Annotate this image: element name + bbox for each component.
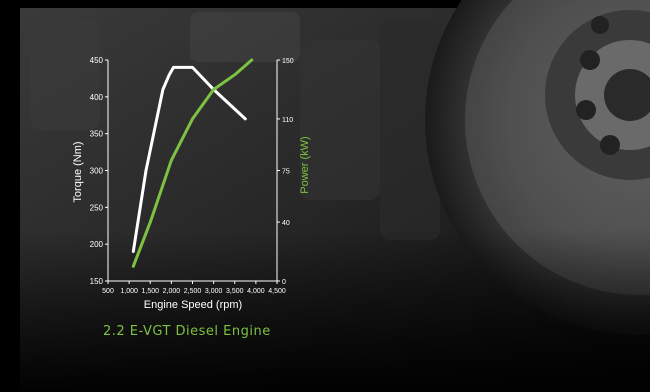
y2-axis-label: Power (kW) [299, 136, 311, 193]
torque-series-line [131, 65, 247, 253]
y2-tick-label: 40 [282, 220, 290, 227]
x-tick-label: 1,500 [141, 288, 159, 295]
axis-ticks: 500 1,000 1,500 2,000 2,500 3,000 3,500 4,000 4,… [90, 56, 294, 295]
x-axis-label: Engine Speed (rpm) [144, 299, 242, 311]
y2-tick-label: 0 [282, 279, 286, 286]
y-tick-label: 450 [90, 56, 104, 65]
series-lines [131, 58, 254, 268]
x-tick-label: 3,500 [226, 288, 244, 295]
engine-caption: 2.2 E-VGT Diesel Engine [103, 324, 271, 339]
power-series-line [131, 58, 254, 268]
y2-tick-label: 110 [282, 117, 293, 124]
y-tick-label: 150 [90, 277, 104, 286]
y-tick-label: 400 [90, 93, 104, 102]
y-tick-label: 350 [90, 130, 104, 139]
x-tick-label: 3,000 [205, 288, 223, 295]
x-tick-label: 2,000 [163, 288, 181, 295]
x-tick-label: 4,000 [247, 288, 265, 295]
x-tick-label: 4,500 [268, 288, 286, 295]
x-tick-label: 2,500 [184, 288, 202, 295]
y-tick-label: 300 [90, 167, 104, 176]
y2-tick-label: 150 [282, 58, 294, 65]
y-tick-label: 200 [90, 240, 104, 249]
y-tick-label: 250 [90, 203, 104, 212]
x-tick-label: 500 [102, 288, 114, 295]
y2-tick-label: 75 [282, 169, 290, 176]
y-axis-label: Torque (Nm) [72, 141, 84, 202]
x-tick-label: 1,000 [120, 288, 138, 295]
